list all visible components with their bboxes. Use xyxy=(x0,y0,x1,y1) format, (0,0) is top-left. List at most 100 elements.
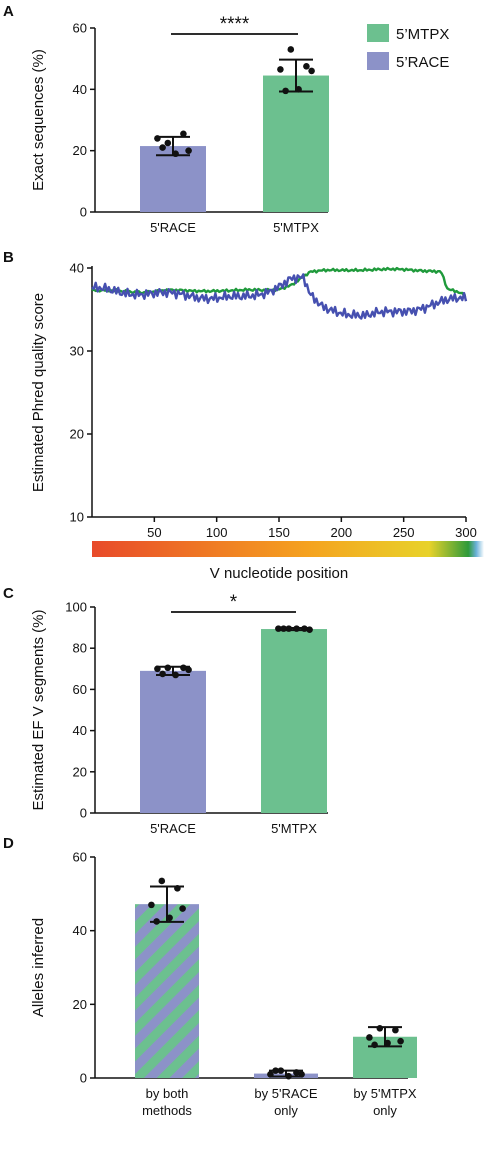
x-tick-label: 150 xyxy=(268,525,290,540)
y-tick-label: 20 xyxy=(73,997,87,1012)
data-point xyxy=(285,625,293,632)
y-tick-label: 30 xyxy=(70,344,84,359)
y-tick-label: 100 xyxy=(65,600,87,615)
data-point xyxy=(282,87,289,95)
y-tick-label: 80 xyxy=(73,641,87,656)
data-point xyxy=(267,1071,274,1078)
data-point xyxy=(384,1039,391,1047)
x-category-label: 5'MTPX xyxy=(273,220,319,235)
panel-a-chart: 0 20 40 60 Exact sequences (%) 5'RACE 5'MTPX **… xyxy=(30,14,329,235)
x-category-label: methods xyxy=(142,1103,192,1118)
legend-label-mtpx: 5’MTPX xyxy=(396,26,449,43)
y-tick-label: 40 xyxy=(70,261,84,276)
legend-swatch-race xyxy=(367,52,389,70)
data-point xyxy=(180,130,187,138)
data-point xyxy=(275,625,282,632)
y-tick-label: 10 xyxy=(70,510,84,525)
y-tick-label: 40 xyxy=(73,723,87,738)
data-point xyxy=(277,66,284,73)
y-axis-title: Estimated EF V segments (%) xyxy=(30,610,47,811)
panel-c-chart: 0 20 40 60 80 100 Estimated EF V segments (%) 5… xyxy=(30,592,328,836)
data-point xyxy=(293,1069,300,1076)
bar xyxy=(140,146,206,212)
data-point xyxy=(180,664,187,672)
x-category-label: by 5'MTPX xyxy=(353,1086,416,1101)
data-point xyxy=(172,150,179,158)
data-point xyxy=(174,885,181,892)
x-tick-label: 300 xyxy=(455,525,477,540)
data-point xyxy=(397,1037,404,1045)
y-tick-label: 40 xyxy=(73,923,87,938)
data-point xyxy=(280,625,287,632)
data-point xyxy=(154,665,161,673)
y-tick-label: 60 xyxy=(73,21,87,36)
x-category-label: only xyxy=(373,1103,397,1118)
significance-label: * xyxy=(230,592,238,613)
legend: 5’MTPX 5’RACE xyxy=(367,24,449,71)
series-line xyxy=(91,266,467,298)
data-point xyxy=(306,626,313,633)
legend-label-race: 5’RACE xyxy=(396,54,449,71)
data-point xyxy=(158,877,166,885)
x-tick-label: 100 xyxy=(206,525,228,540)
y-tick-label: 20 xyxy=(73,143,87,158)
y-tick-label: 60 xyxy=(73,682,87,697)
x-tick-label: 200 xyxy=(330,525,352,540)
position-gradient-bar xyxy=(92,541,484,557)
x-tick-label: 50 xyxy=(147,525,161,540)
data-point xyxy=(298,1071,305,1078)
y-tick-label: 20 xyxy=(70,427,84,442)
data-point xyxy=(392,1026,399,1034)
panel-letter-a: A xyxy=(3,3,14,20)
legend-swatch-mtpx xyxy=(367,24,389,42)
data-point xyxy=(277,1067,285,1074)
data-point xyxy=(272,1067,279,1074)
data-point xyxy=(159,670,166,678)
y-axis-title: Alleles inferred xyxy=(30,918,47,1017)
data-point xyxy=(371,1041,378,1049)
data-point xyxy=(159,144,166,151)
panel-letter-c: C xyxy=(3,585,14,602)
y-tick-label: 0 xyxy=(80,806,87,821)
data-point xyxy=(301,625,308,632)
bar xyxy=(261,629,327,813)
data-point xyxy=(164,139,172,147)
data-point xyxy=(172,671,179,679)
y-tick-label: 0 xyxy=(80,205,87,220)
series-line xyxy=(91,273,468,320)
x-category-label: 5'RACE xyxy=(150,821,196,836)
data-point xyxy=(154,135,161,142)
data-point xyxy=(295,86,302,93)
panel-b-chart: 10 20 30 40 50 100 150 200 250 300 Estimated Phred… xyxy=(30,261,484,582)
x-category-label: 5'MTPX xyxy=(271,821,317,836)
significance-label: **** xyxy=(220,14,250,35)
data-point xyxy=(308,67,315,75)
data-point xyxy=(293,625,300,632)
data-point xyxy=(164,664,172,672)
data-point xyxy=(185,147,192,154)
panel-letter-d: D xyxy=(3,835,14,852)
bar xyxy=(140,670,206,813)
x-category-label: only xyxy=(274,1103,298,1118)
panel-d-chart: 0 20 40 60 Alleles inferred by both methods by … xyxy=(30,850,417,1118)
x-tick-label: 250 xyxy=(393,525,415,540)
x-category-label: 5'RACE xyxy=(150,220,196,235)
x-category-label: by both xyxy=(146,1086,189,1101)
data-point xyxy=(366,1034,373,1041)
data-point xyxy=(287,46,295,53)
data-point xyxy=(303,63,310,70)
data-point xyxy=(185,666,192,674)
data-point xyxy=(285,1072,292,1080)
data-point xyxy=(179,905,186,912)
data-point xyxy=(148,901,155,909)
y-axis-title: Estimated Phred quality score xyxy=(30,293,47,492)
y-axis-title: Exact sequences (%) xyxy=(30,49,47,191)
bar xyxy=(135,904,199,1078)
data-point xyxy=(153,918,160,925)
x-category-label: by 5'RACE xyxy=(254,1086,318,1101)
y-tick-label: 0 xyxy=(80,1071,87,1086)
data-point xyxy=(376,1024,384,1032)
panel-letter-b: B xyxy=(3,249,14,266)
bar xyxy=(263,75,329,213)
